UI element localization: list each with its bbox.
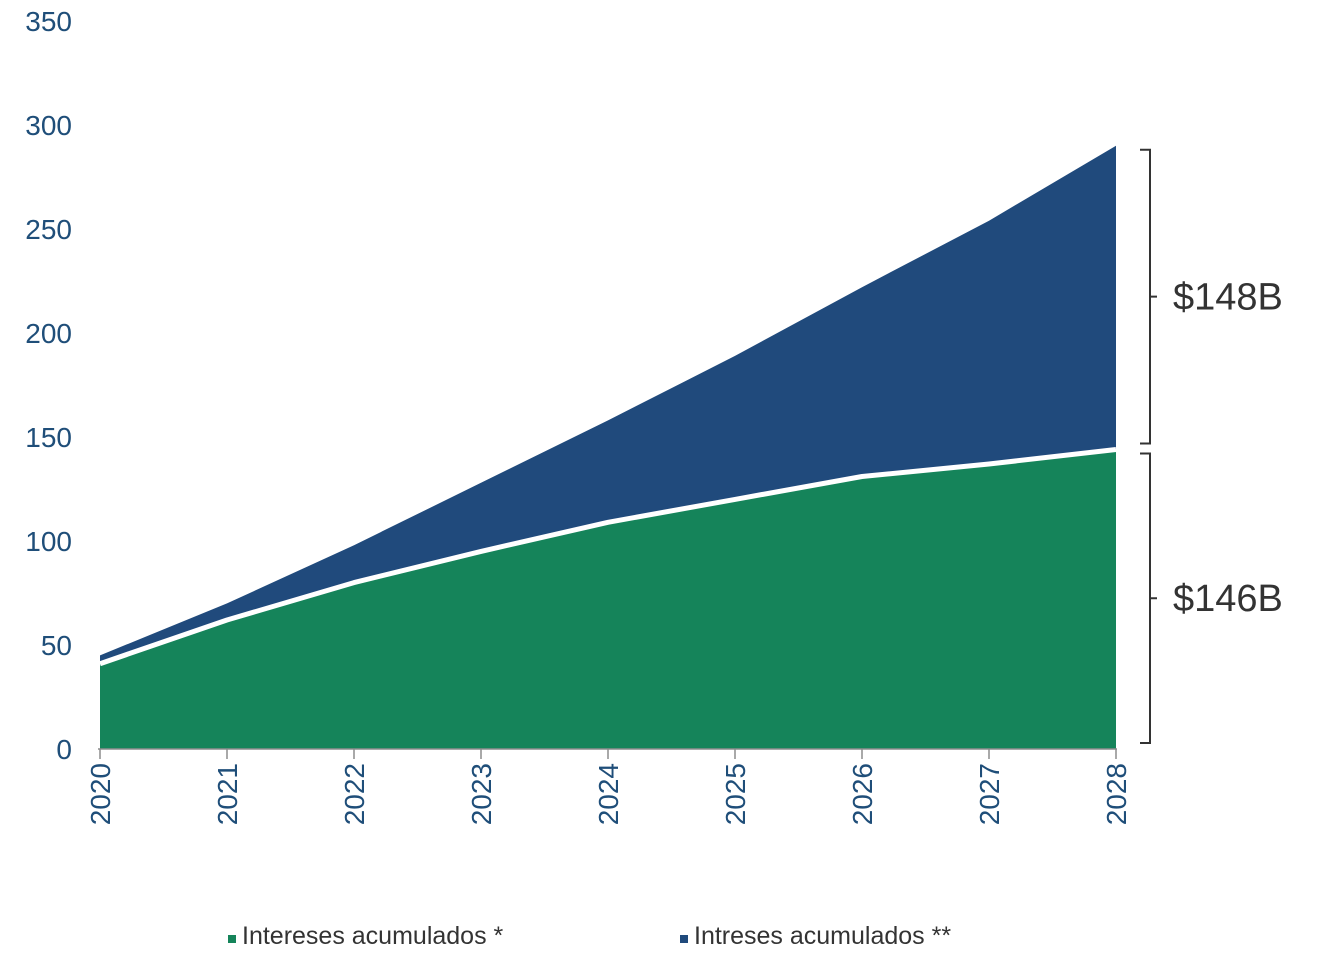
x-tick-label: 2021 bbox=[212, 763, 243, 825]
x-tick-label: 2026 bbox=[847, 763, 878, 825]
x-tick-label: 2023 bbox=[466, 763, 497, 825]
y-tick-label: 200 bbox=[25, 318, 72, 349]
series-1-area bbox=[100, 449, 1116, 749]
axes-layer: 0 50 100 150 200 250 300 350 2020 2021 2022 2023 202… bbox=[25, 6, 1132, 825]
bracket-2 bbox=[1140, 452, 1157, 744]
series-1-line bbox=[99, 447, 1117, 667]
y-tick-label: 150 bbox=[25, 422, 72, 453]
x-tick-label: 2028 bbox=[1101, 763, 1132, 825]
x-tick-label: 2020 bbox=[85, 763, 116, 825]
y-tick-label: 50 bbox=[41, 630, 72, 661]
x-tick-label: 2025 bbox=[720, 763, 751, 825]
legend-swatch-1 bbox=[228, 935, 236, 943]
legend: Intereses acumulados * Intreses acumulado… bbox=[228, 922, 951, 950]
x-tick-label: 2024 bbox=[593, 763, 624, 825]
bracket-label-1: $148B bbox=[1173, 277, 1283, 319]
y-tick-label: 300 bbox=[25, 110, 72, 141]
legend-label-2: Intreses acumulados ** bbox=[694, 922, 951, 950]
legend-swatch-2 bbox=[680, 935, 688, 943]
y-tick-label: 0 bbox=[56, 734, 72, 765]
y-tick-label: 100 bbox=[25, 526, 72, 557]
bracket-1 bbox=[1140, 148, 1157, 445]
series-2-area bbox=[100, 145, 1116, 664]
y-tick-label: 350 bbox=[25, 6, 72, 37]
bracket-annotations: $148B $146B bbox=[1140, 148, 1283, 744]
bracket-label-2: $146B bbox=[1173, 578, 1283, 620]
legend-label-1: Intereses acumulados * bbox=[242, 922, 504, 950]
y-tick-label: 250 bbox=[25, 214, 72, 245]
areas-layer bbox=[99, 145, 1117, 749]
x-tick-label: 2022 bbox=[339, 763, 370, 825]
x-tick-label: 2027 bbox=[974, 763, 1005, 825]
